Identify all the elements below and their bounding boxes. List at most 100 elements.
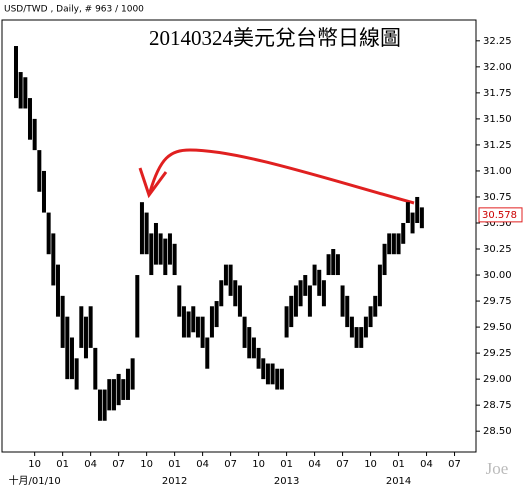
range-bar xyxy=(391,233,396,255)
range-bar xyxy=(270,363,275,385)
range-bar xyxy=(139,202,144,255)
x2-tick-label: 2012 xyxy=(162,476,187,487)
y-tick-label: 29.50 xyxy=(483,322,512,333)
range-bar xyxy=(97,389,102,421)
range-bar xyxy=(223,264,228,286)
y-tick-label: 30.50 xyxy=(483,218,512,229)
range-bar xyxy=(37,150,42,192)
last-price-box xyxy=(478,207,523,223)
x-tick-label: 01 xyxy=(392,459,405,470)
range-bar xyxy=(116,373,121,406)
range-bar xyxy=(382,243,387,276)
range-bar xyxy=(233,280,238,307)
plot-frame xyxy=(1,19,477,453)
range-bar xyxy=(209,306,214,338)
range-bar xyxy=(368,306,373,328)
range-bar xyxy=(144,212,149,255)
range-bar xyxy=(415,196,420,223)
y-tick-label: 31.00 xyxy=(483,166,512,177)
range-bar xyxy=(247,327,252,359)
range-bar xyxy=(284,306,289,338)
range-bar xyxy=(396,233,401,255)
range-bar xyxy=(256,347,261,369)
range-bar xyxy=(46,212,51,255)
range-bar xyxy=(107,379,112,411)
range-bar xyxy=(405,202,410,223)
x-tick-label: 07 xyxy=(112,459,125,470)
range-bar xyxy=(228,264,233,296)
range-bar xyxy=(130,358,135,390)
range-bar xyxy=(373,295,378,317)
range-bar xyxy=(312,264,317,286)
annotation-arrowhead xyxy=(138,167,168,199)
range-bar xyxy=(326,254,331,276)
range-bar xyxy=(298,280,303,307)
range-bar xyxy=(293,285,298,317)
y-tick-label: 29.00 xyxy=(483,374,512,385)
range-bar xyxy=(153,222,158,265)
x-tick-label: 04 xyxy=(308,459,321,470)
range-bar xyxy=(41,170,46,213)
range-bar xyxy=(331,249,336,276)
range-bar xyxy=(55,264,60,317)
range-bar xyxy=(186,311,191,338)
y-tick-label: 31.50 xyxy=(483,114,512,125)
x-tick-label: 01 xyxy=(280,459,293,470)
range-bar xyxy=(79,306,84,348)
watermark: Joe xyxy=(486,459,509,478)
x2-tick-label: 2013 xyxy=(274,476,299,487)
range-bar xyxy=(191,306,196,333)
range-bar xyxy=(121,379,126,400)
range-bar xyxy=(13,46,18,99)
range-bar xyxy=(359,327,364,348)
y-tick-label: 30.00 xyxy=(483,270,512,281)
range-bar xyxy=(289,295,294,328)
y-tick-label: 31.25 xyxy=(483,140,512,151)
range-bar xyxy=(354,327,359,348)
range-bar xyxy=(69,337,74,380)
range-bar xyxy=(237,285,242,317)
y-tick-label: 32.00 xyxy=(483,62,512,73)
range-bar xyxy=(340,285,345,317)
range-bar xyxy=(88,306,93,348)
range-bar xyxy=(163,238,168,276)
range-bar xyxy=(275,368,280,390)
range-bar xyxy=(149,233,154,276)
range-bar xyxy=(23,77,28,109)
range-bar xyxy=(242,316,247,348)
range-bar xyxy=(317,269,322,296)
range-bar xyxy=(410,212,415,234)
chart-title: 20140324美元兌台幣日線圖 xyxy=(149,26,401,50)
range-bar xyxy=(401,222,406,244)
y-tick-label: 28.50 xyxy=(483,426,512,437)
range-bar xyxy=(172,243,177,276)
x-tick-label: 07 xyxy=(224,459,237,470)
x-tick-label: 10 xyxy=(140,459,153,470)
range-bar xyxy=(18,72,23,109)
range-bar xyxy=(303,275,308,296)
x-tick-label: 01 xyxy=(168,459,181,470)
range-bar xyxy=(377,264,382,307)
y-tick-label: 28.75 xyxy=(483,400,512,411)
range-bar xyxy=(65,316,70,380)
last-price-label: 30.578 xyxy=(482,210,517,221)
range-bar xyxy=(51,233,56,286)
range-bar xyxy=(177,285,182,317)
range-bar xyxy=(111,379,116,411)
y-tick-label: 29.25 xyxy=(483,348,512,359)
range-bar xyxy=(125,368,130,400)
range-bar xyxy=(251,337,256,359)
range-bar xyxy=(214,301,219,328)
range-bar xyxy=(279,368,284,390)
range-bar xyxy=(200,316,205,348)
range-bar xyxy=(93,347,98,390)
annotation-arrow xyxy=(148,148,415,205)
range-bar xyxy=(195,316,200,338)
range-bar xyxy=(419,207,424,229)
x2-tick-label: 十月/01/10 xyxy=(9,474,61,487)
range-bar xyxy=(307,285,312,317)
range-bar xyxy=(60,295,65,348)
